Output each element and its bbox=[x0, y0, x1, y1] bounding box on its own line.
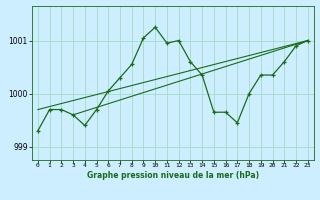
X-axis label: Graphe pression niveau de la mer (hPa): Graphe pression niveau de la mer (hPa) bbox=[87, 171, 259, 180]
